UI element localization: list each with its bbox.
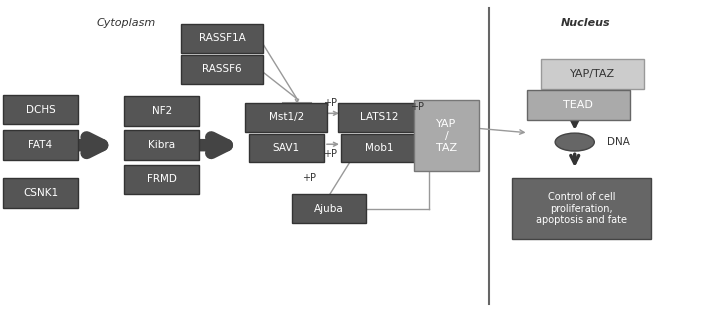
- Text: Nucleus: Nucleus: [561, 18, 610, 28]
- FancyBboxPatch shape: [292, 194, 366, 223]
- FancyBboxPatch shape: [245, 103, 327, 132]
- Text: DNA: DNA: [607, 137, 630, 147]
- Text: +P: +P: [302, 173, 316, 183]
- FancyBboxPatch shape: [513, 178, 651, 239]
- FancyBboxPatch shape: [124, 96, 199, 126]
- Text: LATS12: LATS12: [360, 112, 398, 122]
- Text: NF2: NF2: [152, 106, 172, 116]
- Text: SAV1: SAV1: [272, 143, 300, 153]
- Text: Control of cell
proliferation,
apoptosis and fate: Control of cell proliferation, apoptosis…: [536, 192, 627, 225]
- FancyBboxPatch shape: [414, 100, 479, 172]
- Text: FRMD: FRMD: [147, 174, 177, 184]
- FancyBboxPatch shape: [181, 55, 263, 84]
- Text: Ajuba: Ajuba: [314, 203, 344, 214]
- Text: RASSF6: RASSF6: [202, 64, 242, 75]
- Text: Cytoplasm: Cytoplasm: [97, 18, 156, 28]
- Text: +P: +P: [323, 149, 337, 159]
- Text: TEAD: TEAD: [563, 100, 593, 110]
- Text: +P: +P: [323, 98, 337, 109]
- FancyBboxPatch shape: [3, 178, 78, 208]
- FancyBboxPatch shape: [124, 164, 199, 194]
- Text: DCHS: DCHS: [26, 105, 56, 115]
- FancyBboxPatch shape: [541, 59, 644, 89]
- FancyBboxPatch shape: [342, 134, 416, 163]
- Text: +P: +P: [410, 102, 424, 112]
- Text: RASSF1A: RASSF1A: [199, 33, 245, 43]
- Text: Mst1/2: Mst1/2: [269, 112, 304, 122]
- FancyBboxPatch shape: [3, 95, 78, 124]
- FancyBboxPatch shape: [181, 24, 263, 53]
- Text: FAT4: FAT4: [29, 140, 53, 150]
- Ellipse shape: [555, 133, 594, 151]
- FancyBboxPatch shape: [3, 130, 78, 160]
- FancyBboxPatch shape: [249, 134, 324, 163]
- Text: CSNK1: CSNK1: [23, 188, 58, 198]
- FancyBboxPatch shape: [124, 130, 199, 160]
- Text: YAP/TAZ: YAP/TAZ: [570, 69, 615, 79]
- FancyBboxPatch shape: [338, 103, 420, 132]
- FancyBboxPatch shape: [527, 90, 630, 120]
- Text: YAP
/
TAZ: YAP / TAZ: [436, 119, 457, 153]
- Text: Kibra: Kibra: [148, 140, 175, 150]
- Text: Mob1: Mob1: [365, 143, 393, 153]
